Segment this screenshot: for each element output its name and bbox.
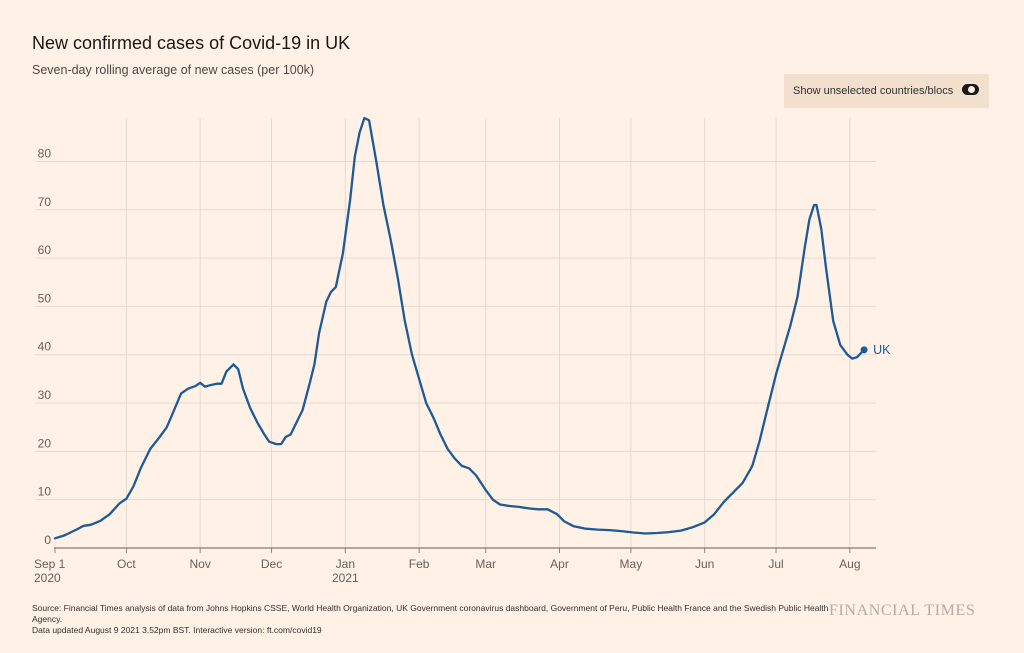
gridlines bbox=[35, 118, 876, 548]
x-tick-label: Jul bbox=[768, 557, 783, 571]
series-line-uk bbox=[53, 116, 866, 540]
x-tick-label: Sep 1 bbox=[34, 557, 66, 571]
toggle-switch-icon[interactable] bbox=[962, 84, 979, 95]
y-tick-label: 80 bbox=[38, 146, 52, 160]
footnote: Source: Financial Times analysis of data… bbox=[32, 603, 832, 636]
y-tick-label: 0 bbox=[44, 533, 51, 547]
update-note: Data updated August 9 2021 3.52pm BST. I… bbox=[32, 625, 322, 635]
financial-times-logo: FINANCIAL TIMES bbox=[829, 602, 976, 619]
y-tick-label: 30 bbox=[38, 388, 52, 402]
y-tick-label: 70 bbox=[38, 195, 52, 209]
x-tick-label: Jan bbox=[336, 557, 355, 571]
y-tick-label: 10 bbox=[38, 485, 52, 499]
x-tick-year: 2021 bbox=[332, 571, 359, 585]
series-end-marker bbox=[860, 346, 868, 354]
x-tick-label: Feb bbox=[409, 557, 430, 571]
y-tick-label: 50 bbox=[38, 291, 52, 305]
series-label-uk: UK bbox=[873, 343, 891, 357]
series-layer: UK bbox=[53, 116, 891, 540]
x-tick-label: Apr bbox=[550, 557, 569, 571]
y-tick-label: 40 bbox=[38, 340, 52, 354]
toggle-knob bbox=[968, 86, 975, 93]
show-unselected-toggle[interactable]: Show unselected countries/blocs bbox=[784, 74, 989, 108]
source-note: Source: Financial Times analysis of data… bbox=[32, 603, 829, 624]
x-tick-label: Aug bbox=[839, 557, 860, 571]
y-tick-label: 20 bbox=[38, 436, 52, 450]
x-tick-label: May bbox=[620, 557, 643, 571]
y-tick-label: 60 bbox=[38, 243, 52, 257]
x-tick-label: Jun bbox=[695, 557, 714, 571]
chart-title: New confirmed cases of Covid-19 in UK bbox=[32, 33, 351, 53]
x-tick-label: Mar bbox=[475, 557, 496, 571]
toggle-label: Show unselected countries/blocs bbox=[793, 85, 954, 97]
x-tick-label: Dec bbox=[261, 557, 282, 571]
y-axis-labels: 0 10 20 30 40 50 60 70 80 bbox=[38, 146, 52, 547]
chart-subtitle: Seven-day rolling average of new cases (… bbox=[32, 63, 315, 77]
x-tick-label: Nov bbox=[189, 557, 210, 571]
x-tick-year: 2020 bbox=[34, 571, 61, 585]
x-tick-label: Oct bbox=[117, 557, 136, 571]
